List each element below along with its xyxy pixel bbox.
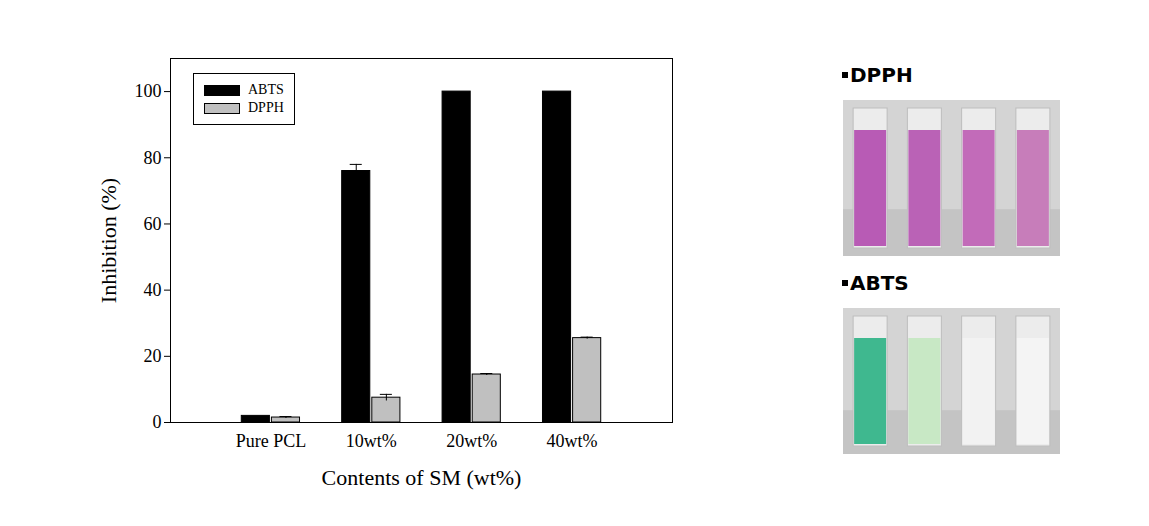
html-text:DPPH: DPPH [248, 100, 284, 115]
svg-text:DPPH: DPPH [850, 63, 913, 87]
svg-text:40: 40 [144, 280, 162, 300]
svg-text:0: 0 [153, 412, 162, 432]
svg-text:100: 100 [135, 81, 162, 101]
svg-text:Pure PCL: Pure PCL [236, 431, 307, 451]
svg-text:20wt%: 20wt% [446, 431, 497, 451]
svg-text:10wt%: 10wt% [346, 431, 397, 451]
svg-text:80: 80 [144, 148, 162, 168]
html-text:ABTS: ABTS [248, 82, 284, 97]
svg-text:40wt%: 40wt% [547, 431, 598, 451]
svg-text:Contents of SM (wt%): Contents of SM (wt%) [322, 465, 522, 490]
svg-text:Inhibition (%): Inhibition (%) [96, 178, 121, 303]
svg-text:60: 60 [144, 214, 162, 234]
svg-text:20: 20 [144, 346, 162, 366]
svg-text:ABTS: ABTS [850, 271, 909, 295]
